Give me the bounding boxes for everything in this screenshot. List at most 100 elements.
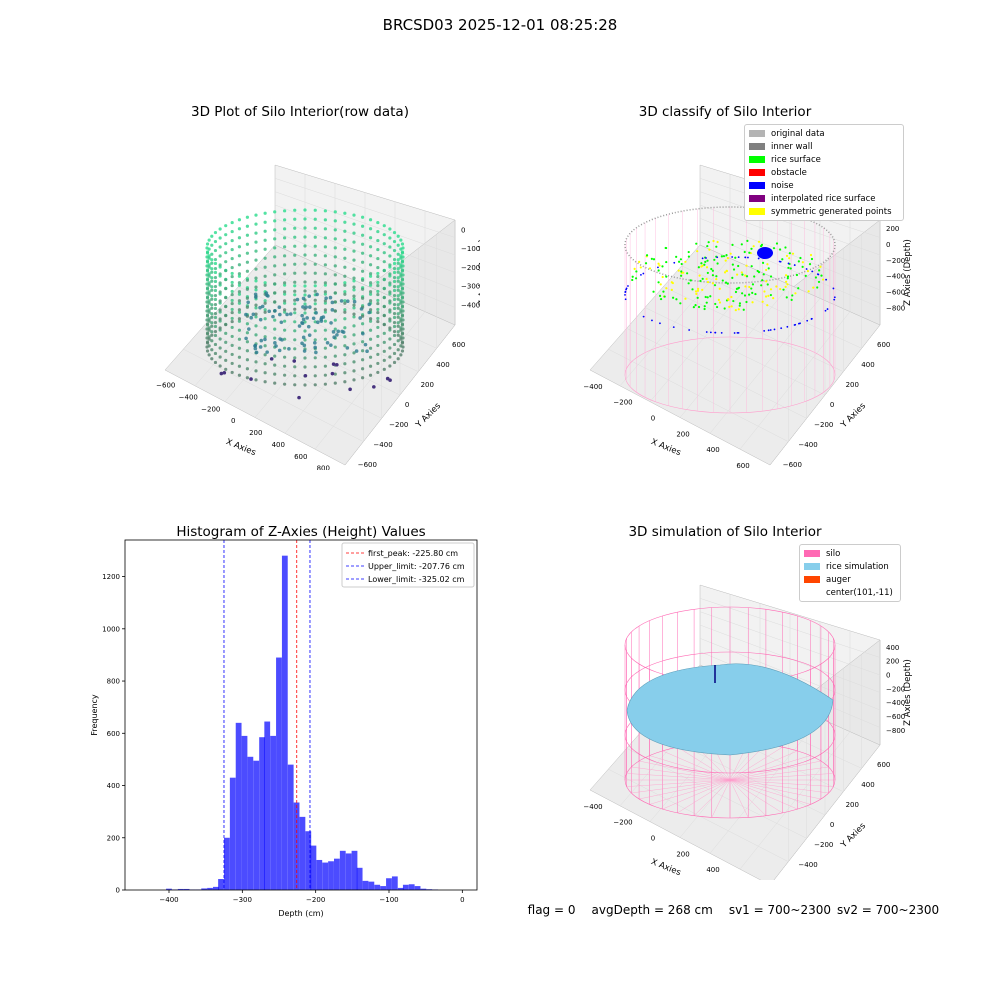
data-point (283, 355, 287, 359)
classify-3d-plot: −400 −200 0 200 400 600 −600 −400 −200 0 200 400 600… (583, 164, 913, 470)
data-point (273, 341, 277, 345)
data-point (352, 285, 356, 289)
noise-point (786, 325, 789, 328)
z-tick-label: −200 (461, 264, 480, 272)
data-point (324, 296, 328, 300)
data-point (224, 260, 228, 264)
data-point (361, 376, 365, 380)
data-point (343, 335, 347, 339)
data-point (213, 293, 218, 298)
x-tick-label: 200 (676, 850, 689, 858)
data-point (396, 330, 400, 334)
data-point (230, 229, 234, 234)
data-point (361, 340, 365, 344)
data-point (376, 289, 380, 294)
classified-point (738, 302, 742, 305)
data-point (376, 310, 380, 315)
noise-point (688, 329, 691, 331)
classified-point (698, 274, 701, 277)
data-point (283, 337, 287, 341)
classified-point (687, 255, 690, 258)
x-tick-label: 200 (676, 430, 689, 438)
data-point (218, 355, 222, 359)
classified-point (721, 279, 724, 282)
data-point (376, 247, 380, 252)
data-point (218, 326, 222, 330)
data-point (237, 292, 242, 296)
z-tick-label: −100 (461, 245, 480, 253)
data-point (213, 270, 218, 275)
data-point (283, 319, 287, 323)
noise-point (716, 256, 719, 259)
x-tick-label: −200 (201, 405, 220, 413)
data-point (210, 324, 214, 328)
data-point (224, 287, 228, 291)
data-point (213, 261, 218, 266)
y-tick-label: −400 (798, 861, 817, 869)
data-point (354, 349, 359, 353)
y-tick-label: 200 (846, 381, 859, 389)
data-point (277, 348, 282, 353)
classified-point (652, 258, 656, 261)
data-point (301, 317, 306, 322)
silo-wire (729, 779, 834, 787)
histogram-bar (356, 867, 363, 890)
data-point (399, 328, 403, 332)
data-point (323, 236, 327, 240)
data-point (210, 297, 214, 301)
data-point (237, 272, 242, 276)
classified-point (775, 242, 779, 245)
classified-point (706, 280, 710, 284)
data-point (382, 340, 386, 344)
data-point (222, 370, 227, 375)
x-axis-label: X Axies (224, 437, 257, 458)
data-point (254, 306, 258, 310)
noise-point (624, 298, 627, 301)
noise-point (624, 293, 626, 296)
data-point (230, 319, 234, 324)
classified-point (817, 280, 821, 284)
legend-item: noise (749, 179, 899, 192)
noise-point (833, 296, 836, 299)
data-point (283, 328, 287, 332)
legend-label: rice simulation (826, 561, 889, 572)
noise-point (625, 287, 628, 290)
data-point (392, 311, 397, 316)
data-point (213, 333, 218, 338)
grid-line (314, 311, 426, 450)
classified-point (761, 261, 765, 264)
classified-point (750, 265, 753, 268)
data-point (392, 261, 397, 266)
classified-point (737, 264, 740, 268)
data-point (285, 312, 289, 317)
x-tick-label: −600 (156, 382, 175, 390)
classified-point (795, 273, 799, 277)
data-point (361, 224, 365, 228)
x-tick-label: 400 (706, 446, 719, 454)
data-point (392, 270, 397, 275)
data-point (388, 290, 392, 294)
histogram-frame (124, 539, 478, 891)
data-point (237, 274, 242, 278)
data-point (230, 361, 234, 366)
data-point (230, 238, 234, 243)
data-point (323, 364, 327, 368)
data-point (343, 362, 347, 366)
classified-point (706, 259, 709, 262)
z-tick-label: −400 (886, 699, 905, 707)
classified-point (775, 285, 778, 288)
classified-point (760, 284, 763, 287)
data-point (207, 353, 211, 357)
data-point (224, 305, 228, 309)
legend-swatch (749, 195, 765, 202)
silo-wire (729, 779, 798, 810)
z-tick-label: −400 (886, 273, 905, 281)
data-point (230, 298, 234, 303)
grid-line (274, 178, 456, 238)
classified-point (769, 293, 772, 297)
classify-legend: original data inner wall rice surface obsta… (744, 124, 904, 221)
data-point (392, 275, 397, 280)
data-point (361, 269, 365, 273)
data-point (283, 346, 287, 350)
data-point (323, 283, 327, 287)
